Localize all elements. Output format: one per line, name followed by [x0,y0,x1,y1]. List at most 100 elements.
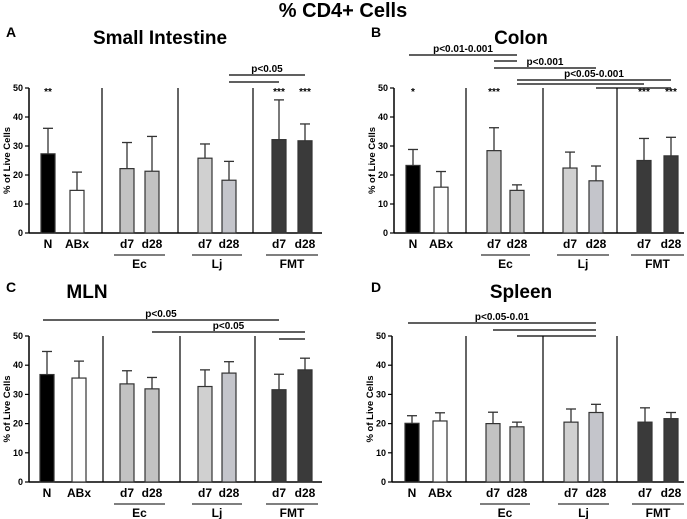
bar-d28 [663,418,679,483]
y-tick-label: 10 [378,199,388,209]
category-label: d7 [564,486,578,500]
p-value-label: p<0.05 [251,64,283,75]
bar-d28 [588,411,604,483]
category-label: d28 [219,237,240,251]
y-tick-label: 50 [376,331,386,341]
category-label: d7 [638,486,652,500]
p-value-label: p<0.05-0.01 [475,312,530,323]
bar-d7 [486,150,502,234]
bar-abx [69,189,85,234]
bar-d28 [509,189,525,234]
bar-n [39,373,55,483]
p-value-label: p<0.01-0.001 [433,44,493,55]
bar-d28 [221,372,237,483]
category-label: d28 [142,237,163,251]
bar-n [405,164,421,234]
y-tick-label: 50 [13,331,23,341]
panel-letter: A [6,24,16,40]
category-label: ABx [428,486,452,500]
group-label: Ec [498,506,513,519]
category-label: d28 [507,237,528,251]
p-value-label: p<0.05-0.001 [564,69,624,80]
group-label: FMT [646,506,671,519]
p-value-label: p<0.001 [527,57,564,68]
y-tick-label: 0 [18,477,23,487]
y-tick-label: 0 [381,477,386,487]
significance-stars: *** [488,87,500,98]
group-label: FMT [280,257,305,271]
group-label: Lj [212,506,223,519]
panel-a: A Small Intestine 0 10 20 30 40 50 % of Live Cel… [2,24,322,271]
bar-d7 [197,385,213,483]
significance-stars: * [411,87,415,98]
group-label: FMT [280,506,305,519]
panel-d: D Spleen 0 10 20 30 40 50 % of Live Cells N ABx d7 d… [365,279,684,519]
figure-title: % CD4+ Cells [279,0,407,22]
bar-d28 [297,140,313,234]
y-tick-label: 20 [378,170,388,180]
bar-n [40,153,56,234]
bar-d7 [119,168,135,234]
bar-d7 [636,159,652,234]
category-label: d28 [295,237,316,251]
category-label: N [409,237,418,251]
significance-stars: ** [44,87,52,98]
category-label: d28 [219,486,240,500]
y-tick-label: 20 [13,419,23,429]
category-label: N [43,486,52,500]
category-label: d28 [661,486,682,500]
panel-title: Spleen [490,282,552,303]
category-label: d7 [272,237,286,251]
category-label: d28 [507,486,528,500]
y-tick-label: 20 [376,419,386,429]
panel-title: Small Intestine [93,28,227,49]
y-tick-label: 10 [13,199,23,209]
bar-d7 [197,157,213,234]
bar-d28 [297,369,313,483]
category-label: d28 [295,486,316,500]
category-label: d7 [563,237,577,251]
bar-n [404,422,420,483]
bar-d28 [509,426,525,483]
category-label: ABx [67,486,91,500]
panel-c: C MLN 0 10 20 30 40 50 % of Live Cells N ABx d7 d28 d… [2,279,322,519]
y-tick-label: 0 [18,228,23,238]
y-axis-label: % of Live Cells [2,127,13,194]
bar-d7 [562,167,578,234]
group-label: FMT [645,257,670,271]
panel-b: B Colon 0 10 20 30 40 50 % of Live Cells N * ABx d7 *… [367,24,684,271]
group-label: Lj [578,257,589,271]
y-tick-label: 40 [13,112,23,122]
y-tick-label: 30 [378,141,388,151]
bar-d7 [271,389,287,483]
significance-stars: *** [665,87,677,98]
panel-letter: B [371,24,381,40]
y-tick-label: 20 [13,170,23,180]
y-tick-label: 40 [376,360,386,370]
y-tick-label: 50 [13,83,23,93]
bar-abx [432,420,448,483]
bar-d7 [563,421,579,483]
group-label: Lj [212,257,223,271]
category-label: d7 [487,237,501,251]
y-axis-label: % of Live Cells [2,375,13,442]
y-tick-label: 40 [13,360,23,370]
bar-d28 [221,179,237,234]
bar-d7 [485,423,501,483]
panel-letter: C [6,279,16,295]
category-label: N [408,486,417,500]
bar-d7 [119,383,135,483]
bar-d28 [588,180,604,234]
category-label: d28 [661,237,682,251]
significance-stars: *** [638,87,650,98]
group-label: Ec [498,257,513,271]
panel-letter: D [371,279,381,295]
bar-d7 [271,139,287,234]
bar-d28 [663,155,679,234]
y-axis-label: % of Live Cells [367,127,378,194]
panel-title: Colon [494,28,548,49]
category-label: ABx [65,237,89,251]
category-label: d28 [586,237,607,251]
bar-d28 [144,388,160,483]
